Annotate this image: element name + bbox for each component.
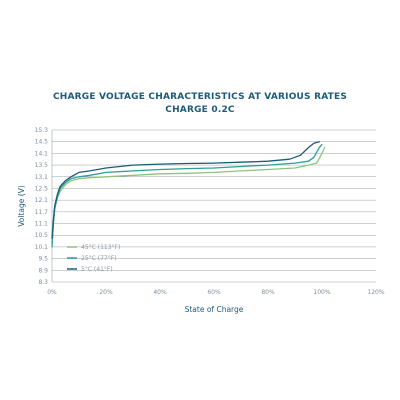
series-line-1 [51, 146, 326, 245]
legend-label: 5°C (41°F) [81, 266, 113, 273]
y-tick-label: 11.1 [35, 221, 49, 228]
y-tick-label: 12.5 [35, 185, 49, 192]
x-tick-label: 100% [313, 289, 330, 296]
y-tick-label: 13.1 [35, 174, 49, 181]
y-tick-label: 14.1 [35, 150, 49, 157]
y-tick-label: 8.9 [38, 267, 48, 274]
x-tick-label: 120% [367, 289, 384, 296]
y-tick-label: 15.3 [35, 127, 49, 134]
y-tick-label: 8.3 [38, 279, 48, 286]
y-tick-label: 12.1 [35, 197, 49, 204]
chart-subtitle: CHARGE 0.2C [165, 105, 235, 115]
x-tick-labels: 0% 20% 40% 60% 80% 100% 120% [47, 289, 385, 296]
y-axis-label: Voltage (V) [17, 185, 26, 227]
chart-title: CHARGE VOLTAGE CHARACTERISTICS AT VARIOU… [52, 92, 348, 102]
x-tick-label: 0% [47, 289, 57, 296]
x-tick-label: 20% [99, 289, 113, 296]
y-tick-labels: 8.3 8.9 9.5 10.1 10.5 11.1 11.7 12.1 12.5 13.1 13.… [35, 127, 49, 286]
y-tick-label: 11.7 [35, 209, 49, 216]
series-line-2 [51, 143, 323, 248]
y-tick-label: 10.1 [35, 244, 49, 251]
y-tick-label: 10.5 [35, 232, 49, 239]
y-tick-label: 13.5 [35, 162, 49, 169]
legend-label: 45°C (113°F) [81, 244, 120, 251]
y-tick-label: 14.5 [35, 139, 49, 146]
series-lines [51, 141, 326, 248]
y-tick-label: 9.5 [38, 256, 48, 263]
x-axis-label: State of Charge [185, 305, 244, 314]
legend-label: 25°C (77°F) [81, 255, 117, 262]
x-tick-label: 40% [153, 289, 167, 296]
series-line-3 [51, 141, 320, 239]
legend: 45°C (113°F) 25°C (77°F) 5°C (41°F) [67, 244, 120, 273]
x-tick-label: 80% [261, 289, 275, 296]
x-tick-label: 60% [207, 289, 221, 296]
